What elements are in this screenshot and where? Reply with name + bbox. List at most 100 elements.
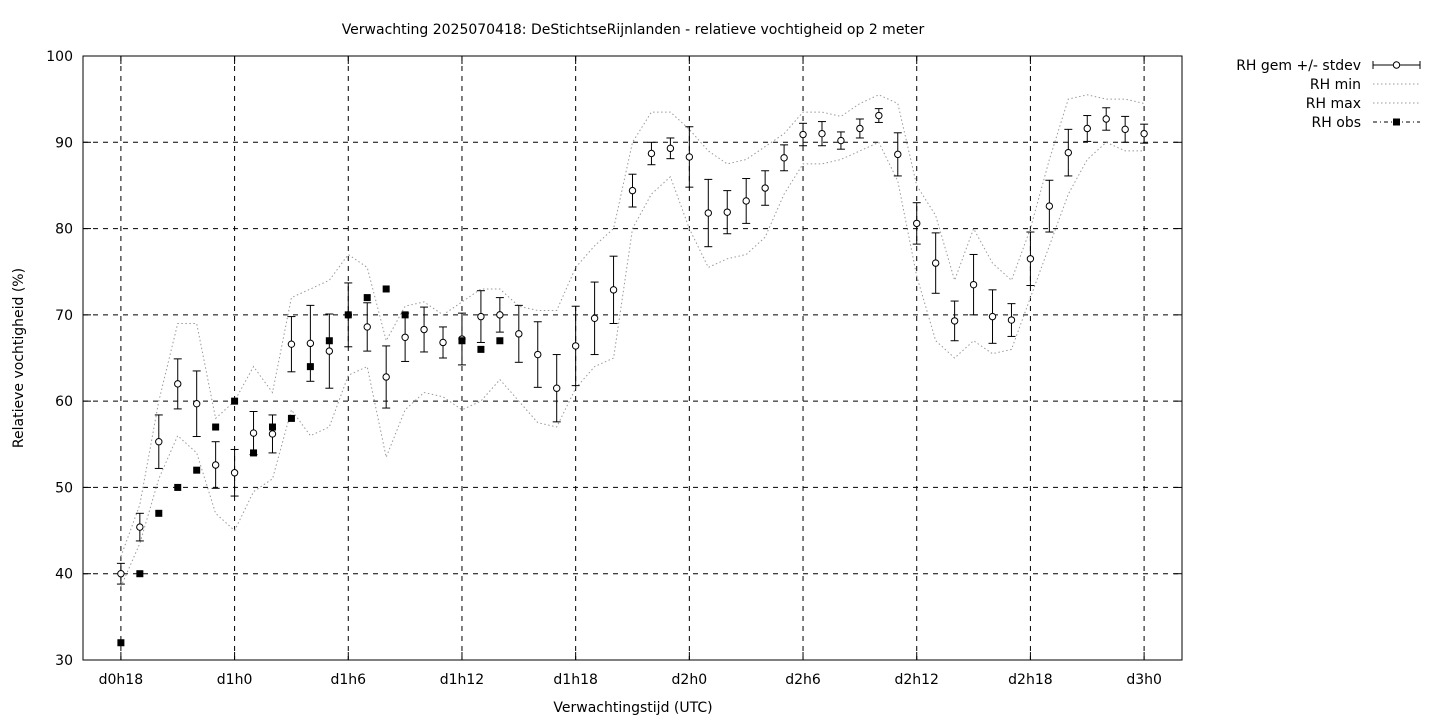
mean-marker — [647, 149, 656, 158]
rh-gem-point — [590, 281, 599, 356]
mean-marker — [780, 154, 788, 162]
x-tick-label: d1h18 — [553, 672, 597, 688]
mean-marker — [723, 208, 731, 216]
mean-marker — [382, 373, 390, 381]
mean-marker — [325, 347, 334, 355]
rh-gem-point — [836, 131, 845, 150]
y-tick-label: 100 — [46, 49, 73, 65]
rh-gem-point — [950, 300, 959, 342]
mean-marker — [856, 124, 864, 133]
mean-marker — [894, 150, 902, 159]
rh-gem-point — [1064, 128, 1073, 177]
rh-gem-point — [1140, 123, 1149, 144]
rh-gem-point — [1007, 303, 1016, 337]
legend-label: RH obs — [1312, 115, 1361, 131]
mean-marker — [211, 461, 220, 469]
rh-gem-point — [476, 290, 485, 343]
y-tick-label: 40 — [55, 567, 73, 583]
rh-gem-point — [552, 354, 561, 423]
y-axis: 30 40 50 60 70 80 90 100 — [46, 49, 1182, 669]
rh-obs-marker — [477, 345, 485, 353]
rh-gem-point — [533, 321, 542, 388]
rh-gem-point — [1102, 107, 1111, 131]
mean-marker — [1026, 255, 1035, 263]
rh-gem-point — [666, 137, 675, 160]
mean-marker — [609, 286, 618, 294]
rh-obs-marker — [496, 337, 504, 345]
rh-gem-point — [401, 312, 410, 362]
rh-obs-marker — [136, 570, 144, 578]
x-tick-label: d1h0 — [217, 672, 253, 688]
rh-obs-marker — [363, 294, 371, 302]
rh-gem-point — [780, 144, 789, 172]
rh-obs-marker — [287, 414, 295, 422]
mean-marker — [420, 325, 428, 334]
rh-gem-point — [609, 255, 618, 324]
rh-gem-point — [325, 313, 334, 389]
rh-gem-point — [761, 170, 770, 206]
mean-marker — [287, 340, 296, 348]
rh-gem-point — [704, 178, 713, 248]
rh-gem-point — [514, 304, 523, 363]
x-tick-label: d2h0 — [672, 672, 708, 688]
rh-gem-point — [647, 141, 656, 166]
rh-gem-point — [192, 370, 201, 438]
legend-label: RH min — [1310, 77, 1361, 93]
mean-marker — [117, 570, 125, 578]
rh-gem-point — [287, 316, 296, 373]
legend-label: RH gem +/- stdev — [1236, 58, 1361, 74]
rh-min-line — [120, 141, 1145, 587]
rh-gem-point — [1026, 231, 1035, 287]
mean-marker — [401, 333, 409, 341]
mean-marker — [666, 144, 675, 153]
rh-gem-point — [268, 414, 277, 454]
mean-marker — [192, 400, 201, 408]
mean-marker — [818, 129, 826, 138]
rh-gem-point — [893, 132, 902, 177]
mean-marker — [969, 280, 978, 289]
rh-gem-point — [1121, 115, 1130, 143]
mean-marker — [913, 219, 921, 228]
rh-gem-point — [1083, 115, 1092, 142]
mean-marker — [136, 523, 144, 531]
mean-marker — [704, 209, 712, 217]
y-tick-label: 90 — [55, 135, 73, 151]
plot-area — [82, 55, 1183, 661]
rh-gem-point — [742, 178, 751, 224]
mean-marker — [837, 136, 845, 145]
series-rh-min — [120, 141, 1145, 587]
rh-gem-point — [154, 414, 163, 469]
mean-marker — [477, 312, 485, 321]
y-tick-label: 50 — [55, 480, 73, 496]
legend-sample-marker — [1393, 118, 1400, 126]
rh-gem-point — [855, 118, 864, 139]
rh-gem-point — [495, 297, 504, 333]
rh-gem-point — [439, 326, 448, 359]
mean-marker — [875, 111, 883, 120]
chart-title: Verwachting 2025070418: DeStichtseRijnla… — [342, 22, 925, 38]
grid — [83, 56, 1182, 660]
mean-marker — [1083, 124, 1091, 133]
rh-gem-point — [988, 289, 997, 344]
rh-obs-marker — [250, 449, 258, 457]
rh-obs-marker — [268, 423, 276, 431]
rh-gem-point — [173, 358, 182, 410]
mean-marker — [761, 184, 769, 192]
mean-marker — [174, 380, 182, 388]
mean-marker — [571, 342, 580, 350]
x-axis: d0h18 d1h0 d1h6 d1h12 d1h18 d2h0 d2h6 d2h12 d2h1… — [99, 56, 1162, 688]
x-axis-label: Verwachtingstijd (UTC) — [553, 700, 712, 716]
mean-marker — [155, 437, 163, 446]
rh-gem-point — [817, 121, 826, 147]
mean-marker — [1064, 148, 1073, 157]
rh-gem-point — [723, 190, 732, 235]
mean-marker — [230, 469, 239, 477]
legend-label: RH max — [1306, 96, 1361, 112]
mean-marker — [534, 350, 542, 359]
x-tick-label: d1h6 — [330, 672, 366, 688]
mean-marker — [1045, 202, 1054, 210]
y-tick-label: 80 — [55, 222, 73, 238]
mean-marker — [988, 312, 997, 321]
rh-obs-marker — [325, 337, 333, 345]
y-tick-label: 30 — [55, 653, 73, 669]
